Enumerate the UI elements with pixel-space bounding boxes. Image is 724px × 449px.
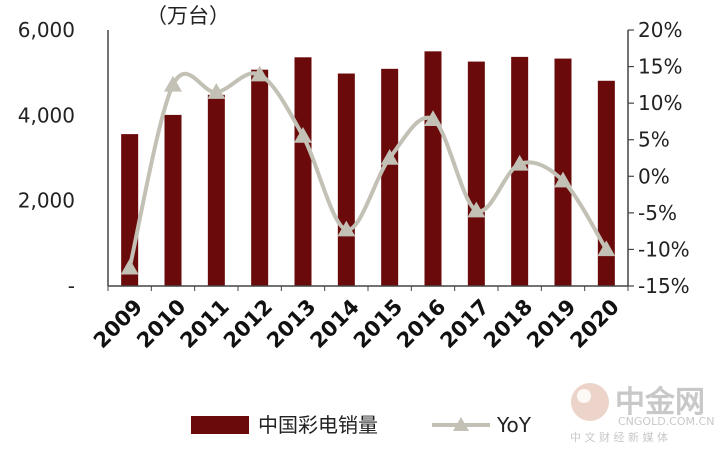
watermark: 中金网 CNGOLD.COM.CN 中 文 财 经 新 媒 体 (570, 383, 714, 444)
x-tick-label: 2013 (262, 295, 320, 353)
bar-2018 (511, 56, 529, 286)
yoy-marker-2020 (597, 240, 616, 257)
unit-label: （万台） (146, 4, 230, 28)
yoy-marker-2012 (250, 65, 269, 82)
x-axis: 2009201020112012201320142015201620172018… (89, 285, 629, 353)
watermark-tagline: 中 文 财 经 新 媒 体 (570, 430, 668, 444)
left-tick-label: 2,000 (18, 189, 75, 213)
yoy-marker-2019 (554, 171, 572, 188)
left-tick-label: 4,000 (18, 103, 75, 127)
x-tick-label: 2011 (176, 295, 234, 353)
yoy-marker-2011 (207, 83, 226, 99)
x-tick-label: 2018 (479, 295, 537, 353)
watermark-logo-icon (571, 383, 609, 421)
x-tick-label: 2012 (219, 295, 277, 353)
x-tick-label: 2009 (89, 295, 147, 353)
watermark-url: CNGOLD.COM.CN (618, 415, 714, 428)
bar-2011 (207, 94, 225, 286)
right-axis: -15% -10% -5% 0% 5% 10% 15% 20% (627, 18, 690, 298)
right-tick-label: 0% (638, 164, 670, 188)
watermark-title: 中金网 (615, 385, 705, 420)
yoy-marker-2010 (164, 75, 182, 92)
bar-2012 (251, 69, 269, 287)
x-tick-label: 2019 (522, 295, 580, 353)
bar-2017 (467, 61, 485, 286)
yoy-series (120, 65, 616, 275)
right-tick-label: -5% (638, 201, 677, 225)
x-tick-label: 2020 (566, 295, 624, 353)
yoy-marker-2015 (380, 149, 399, 165)
x-tick-label: 2014 (306, 295, 364, 353)
legend-bar-swatch (191, 416, 249, 434)
bar-series (121, 51, 615, 287)
yoy-marker-2013 (294, 127, 312, 143)
bar-2015 (381, 68, 399, 287)
bar-2013 (294, 57, 312, 286)
bar-2016 (424, 51, 442, 287)
legend-line-marker (453, 417, 469, 431)
yoy-marker-2016 (424, 110, 442, 126)
right-tick-label: 5% (638, 128, 670, 152)
yoy-marker-2017 (467, 201, 486, 218)
x-tick-label: 2010 (132, 295, 190, 353)
yoy-marker-2014 (337, 220, 356, 237)
x-tick-label: 2016 (392, 295, 450, 353)
legend-bar-label: 中国彩电销量 (258, 413, 378, 437)
left-axis: - 2,000 4,000 6,000 (18, 18, 109, 298)
bar-2020 (597, 80, 615, 286)
yoy-marker-2009 (120, 258, 139, 275)
yoy-marker-2018 (510, 154, 529, 171)
left-tick-label: 6,000 (18, 18, 75, 42)
x-tick-label: 2015 (349, 295, 407, 353)
right-tick-label: 20% (638, 18, 682, 42)
right-tick-label: -15% (638, 274, 690, 298)
legend: 中国彩电销量 YoY (191, 413, 532, 437)
right-tick-label: -10% (638, 237, 690, 261)
right-tick-label: 10% (638, 91, 682, 115)
legend-line-label: YoY (496, 413, 532, 437)
right-tick-label: 15% (638, 55, 682, 79)
left-tick-label: - (68, 274, 75, 298)
x-tick-label: 2017 (436, 295, 494, 353)
bar-2014 (337, 73, 355, 287)
bar-2010 (164, 114, 182, 286)
yoy-line (127, 71, 609, 269)
